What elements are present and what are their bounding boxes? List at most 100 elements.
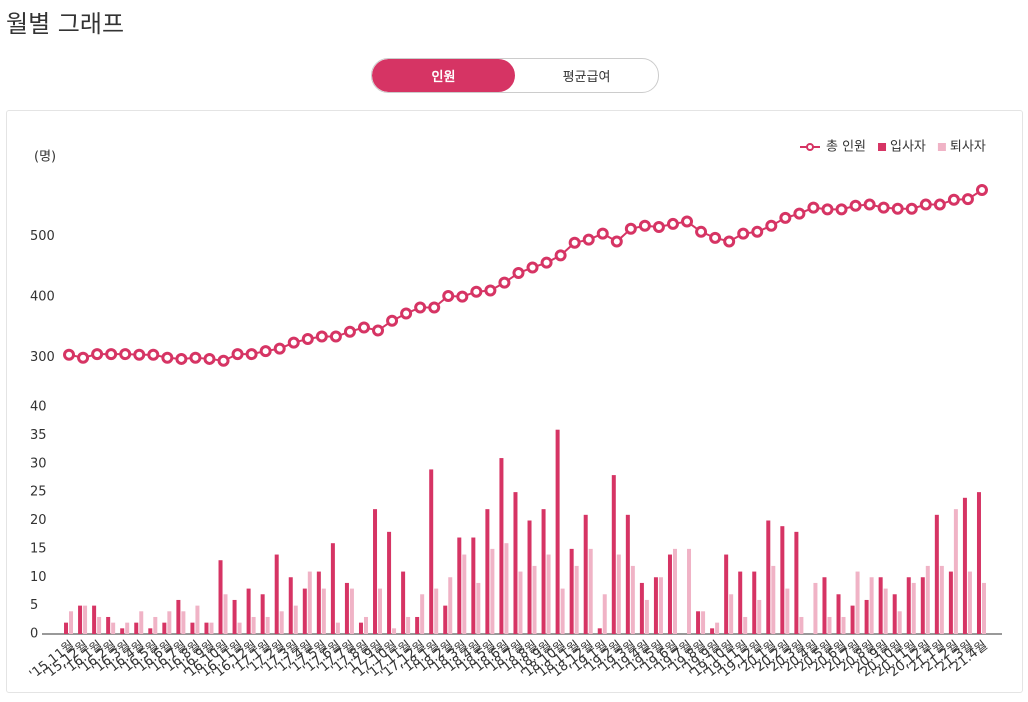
- bar: [687, 548, 692, 634]
- line-point: [765, 219, 778, 232]
- bar: [962, 497, 967, 634]
- bar: [415, 616, 420, 634]
- bar: [757, 599, 762, 634]
- bar: [696, 611, 701, 634]
- bar: [335, 622, 340, 634]
- y2-tick-label: 30: [30, 456, 47, 471]
- bar: [181, 611, 186, 634]
- bar: [555, 429, 560, 634]
- line-point: [301, 332, 314, 345]
- line-point: [133, 348, 146, 361]
- bar: [667, 554, 672, 634]
- bar: [588, 548, 593, 634]
- tab[interactable]: 평균급여: [562, 70, 611, 85]
- page-title: 월별 그래프: [6, 10, 125, 38]
- line-point: [723, 235, 736, 248]
- bar: [363, 616, 368, 634]
- line-point: [554, 249, 567, 262]
- bar: [597, 628, 602, 634]
- bar: [83, 605, 88, 634]
- bar: [799, 616, 804, 634]
- bar: [78, 605, 83, 634]
- line-point: [624, 222, 637, 235]
- line-point: [105, 348, 118, 361]
- bar: [953, 509, 958, 634]
- bar: [653, 577, 658, 634]
- bar: [288, 577, 293, 634]
- line-point: [147, 348, 160, 361]
- line-point: [498, 276, 511, 289]
- bar: [457, 537, 462, 634]
- line-point: [807, 201, 820, 214]
- bar: [967, 571, 972, 634]
- line-point: [652, 220, 665, 233]
- bar: [939, 565, 944, 634]
- bar: [934, 514, 939, 634]
- bar: [813, 582, 818, 634]
- line-point: [961, 193, 974, 206]
- bar: [569, 548, 574, 634]
- bar: [176, 599, 181, 634]
- line-point: [681, 215, 694, 228]
- line-point: [315, 330, 328, 343]
- legend-swatch: [806, 143, 814, 151]
- line-point: [386, 314, 399, 327]
- bar: [583, 514, 588, 634]
- line-point: [442, 289, 455, 302]
- bar: [195, 605, 200, 634]
- bar: [111, 622, 116, 634]
- bar: [672, 548, 677, 634]
- y-tick-label: 400: [30, 290, 55, 305]
- legend-label: 총 인원: [826, 140, 866, 155]
- bar: [701, 611, 706, 634]
- bar: [148, 628, 153, 634]
- bar: [715, 622, 720, 634]
- bar: [64, 622, 69, 634]
- y2-tick-label: 15: [30, 541, 47, 556]
- bar: [658, 577, 663, 634]
- bar: [532, 565, 537, 634]
- line-point: [919, 198, 932, 211]
- bar: [204, 622, 209, 634]
- tab-group: 인원 평균급여: [371, 58, 659, 93]
- bar: [602, 594, 607, 634]
- bar: [710, 628, 715, 634]
- line-point: [63, 348, 76, 361]
- bar: [780, 526, 785, 634]
- line-point: [793, 207, 806, 220]
- y-tick-label: 500: [30, 229, 55, 244]
- bar: [420, 594, 425, 634]
- legend-swatch: [878, 143, 887, 151]
- chart-box: [6, 110, 1023, 693]
- bar: [920, 577, 925, 634]
- line-point: [512, 266, 525, 279]
- bar: [167, 611, 172, 634]
- bar: [911, 582, 916, 634]
- bar: [190, 622, 195, 634]
- bar: [518, 571, 523, 634]
- tab[interactable]: 인원: [372, 59, 515, 92]
- bar: [443, 605, 448, 634]
- bar: [134, 622, 139, 634]
- y2-tick-label: 25: [30, 485, 47, 500]
- bar: [729, 594, 734, 634]
- line-point: [835, 203, 848, 216]
- bar: [864, 599, 869, 634]
- bar: [976, 492, 981, 634]
- line-point: [203, 352, 216, 365]
- bar: [513, 492, 518, 634]
- line: [68, 189, 983, 362]
- y2-tick-label: 10: [30, 570, 47, 585]
- bar: [504, 543, 509, 634]
- bar: [265, 616, 270, 634]
- bar: [429, 469, 434, 634]
- line-point: [891, 202, 904, 215]
- bar: [574, 565, 579, 634]
- line-point: [414, 301, 427, 314]
- bar: [925, 565, 930, 634]
- bar: [392, 628, 397, 634]
- legend-label: 퇴사자: [950, 140, 986, 155]
- legend-swatch: [937, 143, 946, 151]
- bar: [448, 577, 453, 634]
- line-point: [877, 201, 890, 214]
